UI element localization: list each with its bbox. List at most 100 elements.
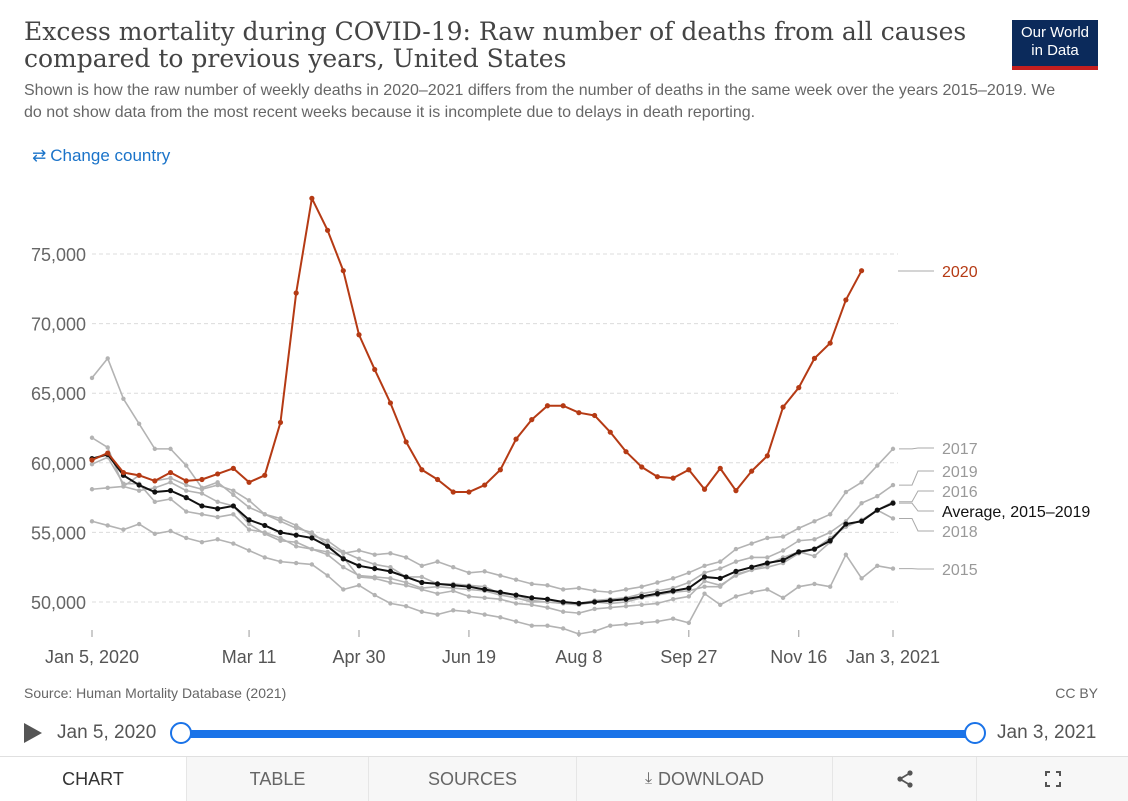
- data-point[interactable]: [262, 523, 267, 528]
- data-point[interactable]: [121, 481, 125, 485]
- data-point[interactable]: [749, 590, 753, 594]
- data-point[interactable]: [765, 560, 770, 565]
- data-point[interactable]: [702, 564, 706, 568]
- data-point[interactable]: [765, 587, 769, 591]
- data-point[interactable]: [859, 576, 863, 580]
- data-point[interactable]: [356, 563, 361, 568]
- data-point[interactable]: [498, 467, 503, 472]
- data-point[interactable]: [655, 601, 659, 605]
- data-point[interactable]: [420, 575, 424, 579]
- data-point[interactable]: [875, 564, 879, 568]
- data-point[interactable]: [577, 632, 581, 636]
- tab-sources[interactable]: SOURCES: [368, 757, 576, 801]
- data-point[interactable]: [106, 445, 110, 449]
- data-point[interactable]: [733, 488, 738, 493]
- data-point[interactable]: [687, 571, 691, 575]
- data-point[interactable]: [812, 582, 816, 586]
- data-point[interactable]: [718, 559, 722, 563]
- data-point[interactable]: [435, 581, 440, 586]
- data-point[interactable]: [482, 596, 486, 600]
- data-point[interactable]: [231, 493, 235, 497]
- data-point[interactable]: [498, 615, 502, 619]
- data-point[interactable]: [671, 617, 675, 621]
- data-point[interactable]: [137, 473, 142, 478]
- data-point[interactable]: [592, 607, 596, 611]
- data-point[interactable]: [263, 512, 267, 516]
- data-point[interactable]: [184, 536, 188, 540]
- data-point[interactable]: [812, 519, 816, 523]
- data-point[interactable]: [561, 403, 566, 408]
- data-point[interactable]: [687, 621, 691, 625]
- data-point[interactable]: [451, 583, 456, 588]
- data-point[interactable]: [466, 584, 471, 589]
- timeline-track[interactable]: [180, 730, 974, 738]
- data-point[interactable]: [388, 580, 392, 584]
- data-point[interactable]: [859, 480, 863, 484]
- data-point[interactable]: [655, 591, 660, 596]
- data-point[interactable]: [828, 584, 832, 588]
- data-point[interactable]: [388, 551, 392, 555]
- data-point[interactable]: [780, 405, 785, 410]
- data-point[interactable]: [797, 584, 801, 588]
- data-point[interactable]: [373, 575, 377, 579]
- data-point[interactable]: [843, 521, 848, 526]
- data-point[interactable]: [278, 516, 282, 520]
- data-point[interactable]: [325, 539, 329, 543]
- data-point[interactable]: [655, 619, 659, 623]
- data-point[interactable]: [780, 558, 785, 563]
- data-point[interactable]: [184, 495, 189, 500]
- data-point[interactable]: [530, 623, 534, 627]
- data-point[interactable]: [184, 488, 188, 492]
- data-point[interactable]: [388, 569, 393, 574]
- data-point[interactable]: [545, 583, 549, 587]
- data-point[interactable]: [278, 420, 283, 425]
- data-point[interactable]: [325, 228, 330, 233]
- data-point[interactable]: [467, 571, 471, 575]
- data-point[interactable]: [686, 585, 691, 590]
- data-point[interactable]: [891, 483, 895, 487]
- data-point[interactable]: [451, 489, 456, 494]
- data-point[interactable]: [373, 562, 377, 566]
- data-point[interactable]: [482, 587, 487, 592]
- data-point[interactable]: [152, 478, 157, 483]
- data-point[interactable]: [247, 498, 251, 502]
- data-point[interactable]: [687, 594, 691, 598]
- data-point[interactable]: [639, 464, 644, 469]
- data-point[interactable]: [561, 599, 566, 604]
- data-point[interactable]: [844, 552, 848, 556]
- data-point[interactable]: [608, 590, 612, 594]
- data-point[interactable]: [137, 488, 141, 492]
- data-point[interactable]: [592, 629, 596, 633]
- data-point[interactable]: [890, 501, 895, 506]
- data-point[interactable]: [733, 569, 738, 574]
- data-point[interactable]: [828, 512, 832, 516]
- tab-chart[interactable]: CHART: [0, 757, 186, 801]
- data-point[interactable]: [545, 623, 549, 627]
- data-point[interactable]: [608, 605, 612, 609]
- series-line-2020[interactable]: [92, 198, 862, 492]
- data-point[interactable]: [671, 476, 676, 481]
- data-point[interactable]: [530, 600, 534, 604]
- data-point[interactable]: [106, 486, 110, 490]
- data-point[interactable]: [137, 482, 142, 487]
- data-point[interactable]: [200, 512, 204, 516]
- data-point[interactable]: [153, 486, 157, 490]
- data-point[interactable]: [435, 559, 439, 563]
- data-point[interactable]: [247, 505, 251, 509]
- data-point[interactable]: [514, 619, 518, 623]
- data-point[interactable]: [247, 522, 251, 526]
- data-point[interactable]: [357, 548, 361, 552]
- data-point[interactable]: [90, 376, 94, 380]
- data-point[interactable]: [482, 569, 486, 573]
- data-point[interactable]: [168, 480, 172, 484]
- series-label[interactable]: 2017: [942, 441, 978, 458]
- data-point[interactable]: [168, 497, 172, 501]
- data-point[interactable]: [357, 557, 361, 561]
- data-point[interactable]: [404, 574, 409, 579]
- tab-download[interactable]: ⤓DOWNLOAD: [576, 757, 832, 801]
- data-point[interactable]: [404, 555, 408, 559]
- data-point[interactable]: [702, 579, 706, 583]
- data-point[interactable]: [781, 534, 785, 538]
- data-point[interactable]: [435, 477, 440, 482]
- data-point[interactable]: [231, 488, 235, 492]
